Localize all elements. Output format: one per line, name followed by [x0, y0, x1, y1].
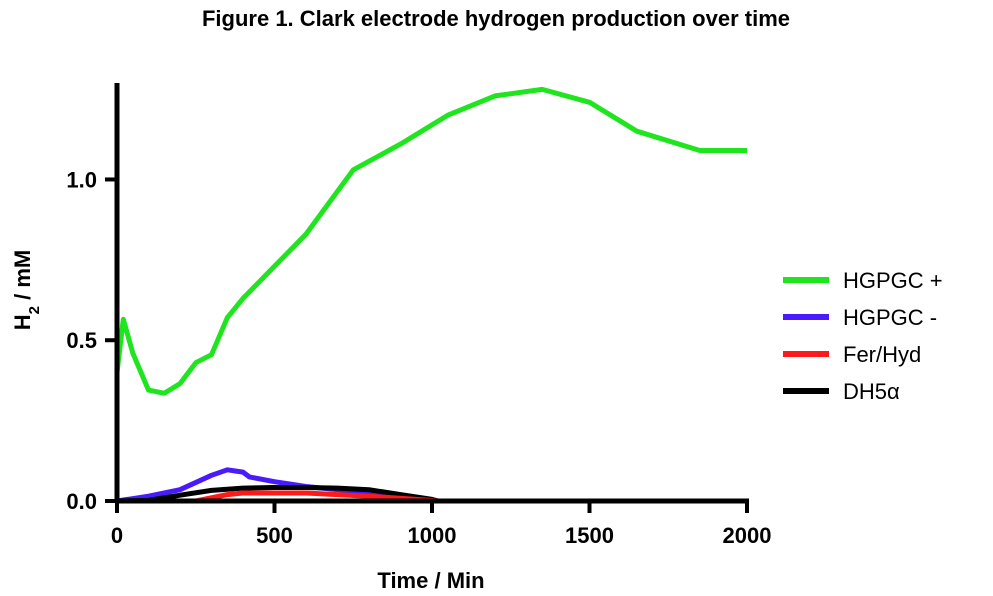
x-tick-label: 1500: [565, 523, 614, 548]
legend-label: HGPGC +: [843, 268, 943, 293]
axes: 0 500 1000 1500 2000 0.0 0.5 1.0: [66, 83, 771, 548]
legend-label: Fer/Hyd: [843, 342, 921, 367]
series-line-fer-hyd: [195, 490, 439, 504]
y-axis-label: H2 / mM: [10, 250, 43, 330]
y-tick-label: 0.5: [66, 328, 97, 353]
x-tick-label: 0: [111, 523, 123, 548]
chart-title: Figure 1. Clark electrode hydrogen produ…: [202, 6, 790, 31]
y-axis-label-main: H: [10, 314, 35, 330]
y-tick-label: 1.0: [66, 167, 97, 192]
series-layer: [114, 86, 747, 504]
y-axis-label-subscript: 2: [26, 306, 43, 314]
x-tick-label: 500: [256, 523, 293, 548]
series-line-dh5: [116, 485, 439, 504]
legend: HGPGC + HGPGC - Fer/Hyd DH5α: [783, 268, 943, 404]
x-tick-label: 1000: [408, 523, 457, 548]
x-axis-label: Time / Min: [377, 568, 484, 593]
legend-label: DH5α: [843, 379, 900, 404]
legend-label: HGPGC -: [843, 305, 937, 330]
series-line-hgpgc: [114, 86, 747, 396]
y-tick-label: 0.0: [66, 489, 97, 514]
y-axis-label-unit: / mM: [10, 250, 35, 306]
x-tick-label: 2000: [723, 523, 772, 548]
